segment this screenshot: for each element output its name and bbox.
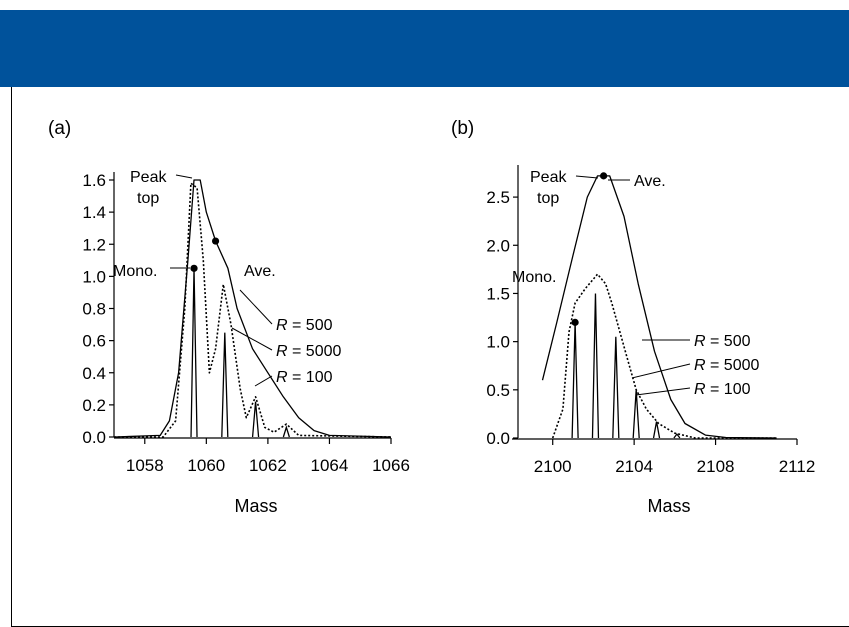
panel-b-leader-lines — [575, 175, 691, 396]
panel-b-stick-peak-5 — [673, 433, 681, 439]
panel-b-r100-rest: = 100 — [706, 381, 751, 398]
panel-a-y-tick-label-2: 0.4 — [82, 364, 106, 383]
panel-b-r5000-leader — [631, 363, 691, 379]
panel-b-x-tick-label-2: 2108 — [697, 457, 735, 476]
panel-a-x-tick-label-0: 1058 — [126, 456, 164, 475]
panel-a-ave-label: Ave. — [244, 263, 276, 280]
panel-b-mono-label: Mono. — [512, 269, 556, 286]
panel-b-y-tick-label-3: 1.5 — [486, 284, 510, 303]
panel-a-stick-peak-1 — [221, 332, 229, 438]
panel-b-stick-peak-1 — [591, 293, 600, 439]
panel-a-r100-rest: = 100 — [288, 369, 333, 386]
panel-a-r5000-rest: = 5000 — [288, 343, 342, 360]
panel-a-peak-leader — [175, 174, 193, 179]
panel-a-series-dotted — [114, 182, 392, 438]
panel-b-r500-label: R = 500 — [694, 333, 751, 350]
panel-b-ave-marker — [600, 172, 608, 180]
panel-b-r100-italic: R — [694, 381, 706, 398]
panel-a-y-tick-label-5: 1.0 — [82, 267, 106, 286]
panel-b-label: (b) — [451, 118, 474, 139]
panel-b-r500-rest: = 500 — [706, 333, 751, 350]
panel-b-stick-peak-2 — [612, 336, 620, 439]
panel-a-mono-marker — [190, 264, 198, 272]
panel-a-stick-peak-2 — [251, 401, 260, 438]
panel-b-x-label: Mass — [647, 496, 690, 516]
panel-b-r500-italic: R — [694, 333, 706, 350]
panel-b-x-tick-label-1: 2104 — [615, 457, 653, 476]
panel-a-y-tick-label-0: 0.0 — [82, 428, 106, 447]
panel-a-stick-peak-0 — [190, 268, 198, 438]
left-border — [11, 87, 12, 627]
panel-a-x-tick-label-1: 1060 — [187, 456, 225, 475]
panel-b-r5000-rest: = 5000 — [706, 357, 760, 374]
panel-a-r500-rest: = 500 — [288, 317, 333, 334]
panel-a-y-tick-label-3: 0.6 — [82, 332, 106, 351]
panel-b-x-tick-label-3: 2112 — [779, 457, 816, 476]
panel-b-r100-label: R = 100 — [694, 381, 751, 398]
panel-a-series — [113, 179, 392, 438]
panel-a-peak-label-line1: Peak — [130, 169, 167, 186]
panel-a-y-tick-label-6: 1.2 — [82, 235, 106, 254]
panel-a-x-tick-label-4: 1066 — [372, 456, 410, 475]
panel-b-chart: (b) 0.0 0.5 1.0 1.5 2.0 2.5 2100 2104 2108 2112 M… — [451, 118, 815, 516]
panel-b-series-dotted — [551, 273, 777, 439]
panel-b-peak-label-line2: top — [537, 190, 559, 207]
panel-a-x-label: Mass — [234, 496, 277, 516]
panel-a-y-tick-label-1: 0.2 — [82, 396, 106, 415]
panel-a-series-solid-envelope — [113, 179, 392, 438]
panel-a-r5000-italic: R — [276, 343, 288, 360]
panel-a-r500-italic: R — [276, 317, 288, 334]
header-bar — [0, 10, 849, 87]
panel-b-y-tick-label-0: 0.0 — [486, 429, 510, 448]
panel-b-x-tick-label-0: 2100 — [534, 457, 572, 476]
panel-b-mono-marker — [571, 318, 579, 326]
panel-a-r500-label: R = 500 — [276, 317, 333, 334]
panel-a-y-tick-label-7: 1.4 — [82, 203, 106, 222]
panel-b-r100-leader — [635, 387, 691, 396]
panel-b-ave-label: Ave. — [634, 173, 666, 190]
panel-a-r500-leader — [239, 289, 273, 325]
panel-b-y-tick-label-5: 2.5 — [486, 188, 510, 207]
panel-a-leader-lines — [170, 174, 273, 387]
panel-b-series-solid-envelope — [541, 175, 777, 439]
panel-b-stick-peak-0 — [571, 322, 579, 439]
panel-b-stick-peak-3 — [632, 389, 640, 439]
panel-b-series — [541, 172, 777, 439]
panel-a-mono-label: Mono. — [113, 263, 157, 280]
panel-a-r100-italic: R — [276, 369, 288, 386]
panel-a-r100-label: R = 100 — [276, 369, 333, 386]
panel-b-axes: 0.0 0.5 1.0 1.5 2.0 2.5 2100 2104 2108 2112 — [486, 165, 815, 476]
panel-a-r100-leader — [254, 375, 273, 387]
panel-a-y-tick-label-8: 1.6 — [82, 171, 106, 190]
panel-a-peak-label-line2: top — [137, 190, 159, 207]
panel-a-label: (a) — [48, 118, 71, 139]
panel-a-stick-peak-3 — [282, 425, 290, 438]
panel-a-r5000-leader — [231, 327, 273, 351]
panel-b-r5000-label: R = 5000 — [694, 357, 759, 374]
panel-b-peak-leader — [575, 175, 599, 179]
panel-a-chart: (a) 0.0 0.2 0.4 0.6 0.8 1.0 1.2 1.4 1.6 1058 1060 1… — [48, 118, 410, 516]
panel-b-y-tick-label-4: 2.0 — [486, 236, 510, 255]
panel-a-axes: 0.0 0.2 0.4 0.6 0.8 1.0 1.2 1.4 1.6 1058 1060 1062 1… — [82, 171, 410, 475]
panel-b-y-tick-label-2: 1.0 — [486, 333, 510, 352]
panel-b-stick-peak-4 — [652, 421, 661, 439]
panel-b-y-tick-label-1: 0.5 — [486, 381, 510, 400]
panel-a-y-tick-label-4: 0.8 — [82, 300, 106, 319]
panel-a-r5000-label: R = 5000 — [276, 343, 341, 360]
panel-b-peak-label-line1: Peak — [530, 169, 567, 186]
panel-b-r5000-italic: R — [694, 357, 706, 374]
panel-a-ave-marker — [211, 237, 220, 245]
panel-a-x-tick-label-2: 1062 — [249, 456, 287, 475]
panel-a-x-tick-label-3: 1064 — [311, 456, 349, 475]
